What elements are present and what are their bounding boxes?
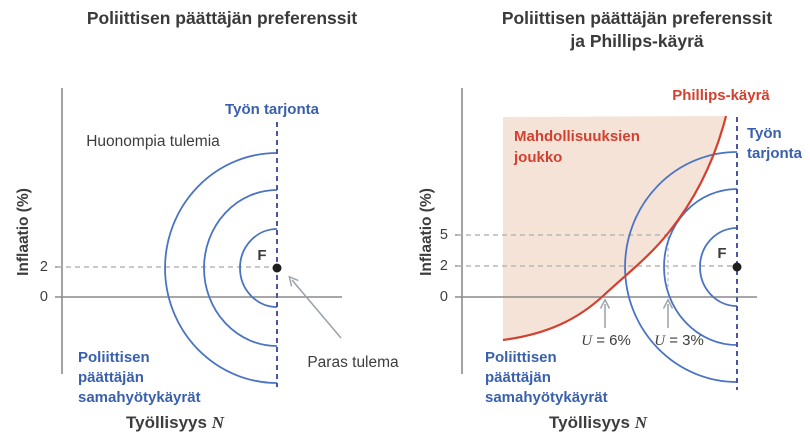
right-x-axis-label-var: N xyxy=(634,413,647,432)
left-indifference-curves xyxy=(164,152,278,384)
left-ytick-2: 2 xyxy=(39,259,48,275)
indifference-curve-middle xyxy=(663,188,738,346)
left-f-label: F xyxy=(257,247,267,264)
left-panel-title: Poliittisen päättäjän preferenssit xyxy=(86,8,358,28)
right-ytick-5: 5 xyxy=(439,227,448,243)
right-labor-supply-label: Työn tarjonta xyxy=(747,125,803,162)
right-x-axis-label-text: Työllisyys xyxy=(549,413,630,432)
right-f-label: F xyxy=(717,245,727,262)
right-panel-title-line2: ja Phillips-käyrä xyxy=(570,31,704,51)
u3-label-var: U xyxy=(654,333,666,349)
right-indifference-curves xyxy=(624,151,738,383)
left-ytick-0: 0 xyxy=(39,289,48,305)
left-indifference-curves-label: Poliittisen päättäjän samahyötykäyrät xyxy=(78,349,201,406)
u3-label: U = 3% xyxy=(654,331,704,351)
right-x-axis-label: Työllisyys N xyxy=(549,413,647,432)
worse-outcomes-label: Huonompia tulemia xyxy=(86,133,220,150)
right-indifference-curves-label: Poliittisen päättäjän samahyötykäyrät xyxy=(485,349,608,406)
right-ytick-0: 0 xyxy=(439,289,448,305)
indifference-curve-large xyxy=(624,151,738,383)
feasible-set-label: Mahdollisuuksien joukko xyxy=(514,128,640,166)
u6-label-value: = 6% xyxy=(596,332,631,349)
phillips-curve xyxy=(502,115,728,342)
indifference-curve-small xyxy=(239,228,278,308)
indifference-curve-small xyxy=(699,227,738,307)
right-point-F xyxy=(732,262,742,272)
best-outcome-label: Paras tulema xyxy=(307,354,399,371)
left-x-axis-label: Työllisyys N xyxy=(126,413,224,432)
feasible-set-region xyxy=(503,116,726,340)
right-ytick-2: 2 xyxy=(439,258,448,274)
phillips-curve-label: Phillips-käyrä xyxy=(672,87,770,104)
left-point-F xyxy=(272,263,282,273)
indifference-curve-middle xyxy=(203,189,278,347)
left-panel-axes xyxy=(55,88,342,374)
left-x-axis-label-text: Työllisyys xyxy=(126,413,207,432)
right-panel-title-line1: Poliittisen päättäjän preferenssit xyxy=(501,8,773,28)
right-panel-title: Poliittisen päättäjän preferenssit ja Phi… xyxy=(502,7,772,53)
u3-label-value: = 3% xyxy=(669,332,704,349)
left-x-axis-label-var: N xyxy=(211,413,224,432)
u6-label-var: U xyxy=(581,333,593,349)
best-outcome-arrow xyxy=(288,275,342,339)
u6-label: U = 6% xyxy=(581,331,631,351)
indifference-curve-large xyxy=(164,152,278,384)
left-labor-supply-label: Työn tarjonta xyxy=(225,101,319,118)
